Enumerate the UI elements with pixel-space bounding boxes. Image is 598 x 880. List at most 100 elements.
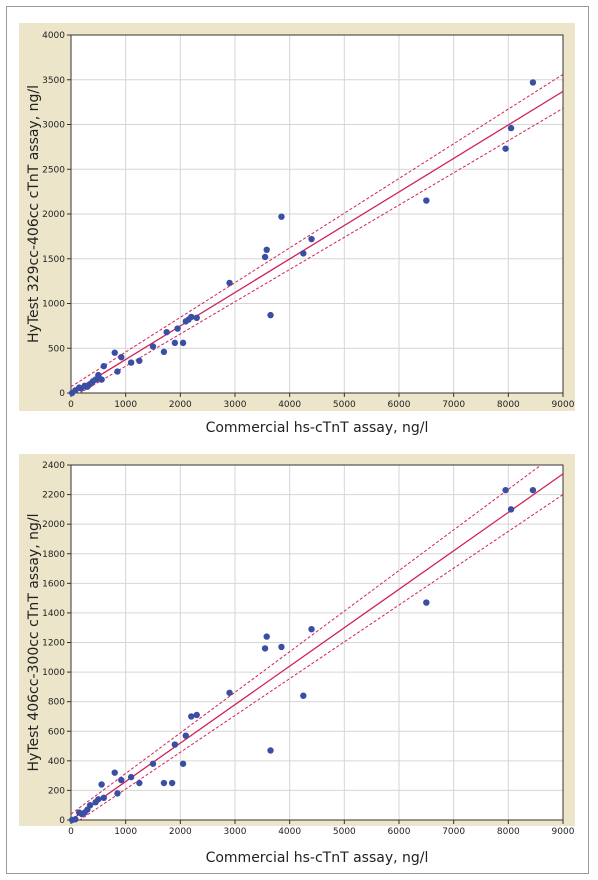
data-point xyxy=(127,773,135,781)
data-point xyxy=(136,357,143,364)
lower-confidence-line xyxy=(78,494,563,820)
y-axis-label: HyTest 406cc-300cc cTnT assay, ng/l xyxy=(26,514,42,772)
data-point xyxy=(118,354,125,361)
x-tick-label: 5000 xyxy=(333,400,356,410)
data-point xyxy=(111,769,118,776)
x-tick-label: 8000 xyxy=(497,400,520,410)
y-tick-label: 1600 xyxy=(42,579,65,589)
x-axis-label: Commercial hs-cTnT assay, ng/l xyxy=(206,850,429,866)
data-point xyxy=(168,779,176,787)
y-tick-label: 1500 xyxy=(42,255,65,265)
y-tick-label: 400 xyxy=(48,757,65,767)
y-tick-label: 2200 xyxy=(42,491,65,501)
y-tick-label: 2000 xyxy=(42,210,65,220)
data-point xyxy=(100,362,108,370)
data-point xyxy=(149,760,157,767)
lines-group xyxy=(71,73,563,393)
data-point xyxy=(136,779,143,787)
data-point xyxy=(100,794,108,802)
data-point xyxy=(261,645,269,652)
x-tick-label: 6000 xyxy=(388,827,411,837)
data-point xyxy=(267,311,274,319)
data-point xyxy=(300,692,307,699)
data-point xyxy=(193,711,200,719)
y-tick-label: 800 xyxy=(48,698,65,708)
y-tick-label: 2400 xyxy=(42,461,65,471)
data-point xyxy=(502,486,509,494)
x-tick-label: 1000 xyxy=(114,827,137,837)
y-tick-label: 1000 xyxy=(42,668,65,678)
chart-2: 0 1000 2000 3000 4000 5000 6000 7000 8000 9000 0 20… xyxy=(19,454,575,866)
data-point xyxy=(149,343,157,350)
data-point xyxy=(423,599,430,606)
data-point xyxy=(118,776,125,784)
y-tick-label: 1800 xyxy=(42,550,65,560)
data-point xyxy=(98,781,105,788)
data-point xyxy=(179,339,187,347)
data-point xyxy=(95,796,102,803)
data-point xyxy=(226,689,233,696)
data-point xyxy=(160,779,168,787)
data-point xyxy=(171,741,179,748)
x-tick-label: 8000 xyxy=(497,827,520,837)
x-tick-label: 0 xyxy=(68,400,74,410)
y-tick-label: 2000 xyxy=(42,520,65,530)
data-point xyxy=(529,79,537,86)
y-tick-label: 0 xyxy=(59,816,65,826)
data-point xyxy=(174,325,181,332)
x-tick-label: 7000 xyxy=(442,400,465,410)
regression-line xyxy=(71,90,563,393)
data-point xyxy=(308,625,315,633)
x-tick-label: 1000 xyxy=(114,400,137,410)
x-tick-label: 9000 xyxy=(552,400,575,410)
data-point xyxy=(179,760,187,767)
data-point xyxy=(98,376,105,383)
y-tick-label: 3500 xyxy=(42,76,65,86)
y-tick-label: 600 xyxy=(48,727,65,737)
plot-border xyxy=(70,464,564,821)
y-tick-label: 3000 xyxy=(42,121,65,131)
data-point xyxy=(267,747,274,754)
data-point xyxy=(308,235,315,243)
data-point xyxy=(188,313,195,321)
y-tick-label: 0 xyxy=(59,389,65,399)
data-point xyxy=(507,506,515,513)
x-tick-label: 3000 xyxy=(224,827,247,837)
x-tick-label: 4000 xyxy=(278,400,301,410)
data-point xyxy=(263,246,270,253)
data-point xyxy=(86,802,94,809)
data-point xyxy=(111,349,118,356)
data-point xyxy=(278,643,285,651)
y-axis-label: HyTest 329cc-406cc cTnT assay, ng/l xyxy=(26,85,42,343)
data-point xyxy=(300,250,307,257)
x-tick-label: 2000 xyxy=(169,400,192,410)
y-tick-label: 1400 xyxy=(42,609,65,619)
y-tick-label: 200 xyxy=(48,786,65,796)
data-point xyxy=(263,633,270,640)
data-point xyxy=(160,348,168,356)
data-point xyxy=(182,732,189,739)
chart-1: 0 1000 2000 3000 4000 5000 6000 7000 8000 9000 0 50… xyxy=(19,23,575,436)
data-point xyxy=(423,197,430,204)
data-point xyxy=(529,486,537,494)
y-tick-label: 500 xyxy=(48,344,65,354)
data-point xyxy=(502,145,509,152)
data-point xyxy=(163,328,170,336)
x-tick-label: 7000 xyxy=(442,827,465,837)
y-tick-label: 1200 xyxy=(42,639,65,649)
x-tick-label: 3000 xyxy=(224,400,247,410)
data-point xyxy=(114,790,121,797)
data-point xyxy=(226,279,233,287)
upper-confidence-line xyxy=(71,73,563,388)
x-tick-label: 5000 xyxy=(333,827,356,837)
x-tick-label: 9000 xyxy=(552,827,575,837)
data-point xyxy=(114,368,121,375)
data-point xyxy=(193,314,200,322)
x-tick-label: 0 xyxy=(68,827,74,837)
x-tick-label: 6000 xyxy=(388,400,411,410)
plot-border xyxy=(70,34,564,394)
data-point xyxy=(507,124,515,132)
data-point xyxy=(278,213,285,220)
x-tick-label: 4000 xyxy=(278,827,301,837)
